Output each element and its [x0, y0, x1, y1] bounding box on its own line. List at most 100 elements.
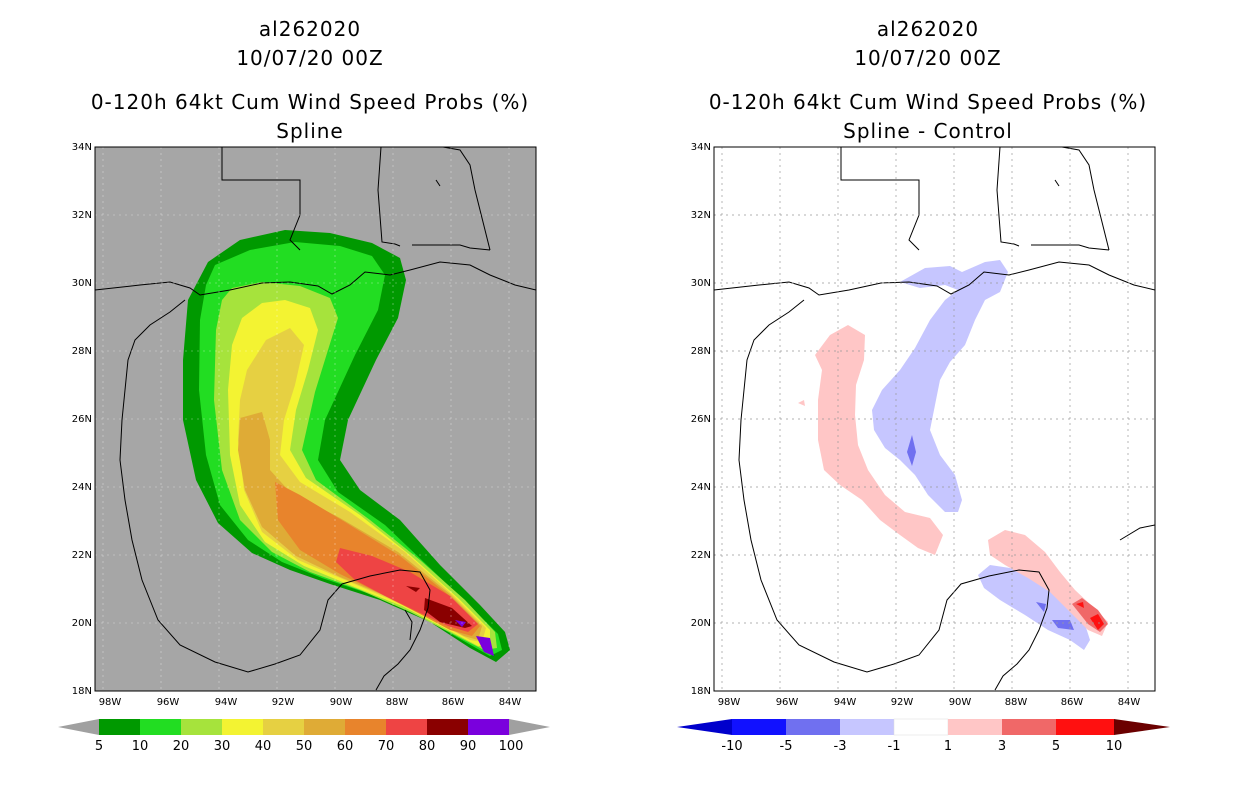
left-product-title: 0-120h 64kt Cum Wind Speed Probs (%)	[90, 90, 530, 114]
right-lon-label: 92W	[891, 697, 914, 708]
right-lat-label: 32N	[691, 210, 711, 221]
left-colorbar-high-arrow	[509, 719, 550, 735]
left-colorbar-swatch	[304, 719, 345, 735]
right-lat-label: 34N	[691, 142, 711, 153]
prob-band-80-patch	[406, 586, 420, 592]
prob-band-90	[476, 636, 494, 656]
left-lon-label: 98W	[99, 697, 122, 708]
left-colorbar-label: 10	[132, 739, 149, 754]
left-lat-label: 30N	[72, 278, 92, 289]
left-storm-id: al262020	[258, 17, 362, 41]
left-lon-label: 90W	[330, 697, 353, 708]
right-lat-label: 18N	[691, 686, 711, 697]
right-colorbar: -10 -5 -3 -1 1 3 5 10	[677, 718, 1170, 754]
diff-neg-north-core	[907, 435, 916, 466]
right-colorbar-low-arrow	[677, 719, 732, 735]
left-lat-label: 20N	[72, 618, 92, 629]
left-colorbar-label: 40	[255, 739, 272, 754]
left-lon-label: 96W	[157, 697, 180, 708]
diff-pos-east-strong	[1090, 614, 1104, 630]
left-lat-label: 28N	[72, 346, 92, 357]
left-colorbar-label: 50	[296, 739, 313, 754]
right-lon-label: 96W	[776, 697, 799, 708]
left-colorbar-label: 90	[460, 739, 477, 754]
right-lat-label: 30N	[691, 278, 711, 289]
left-lon-label: 94W	[215, 697, 238, 708]
right-colorbar-swatch	[786, 719, 840, 735]
diff-neg-south-core-b	[1052, 620, 1074, 630]
left-colorbar-label: 60	[337, 739, 354, 754]
left-lon-label: 86W	[442, 697, 465, 708]
right-colorbar-swatch	[893, 718, 949, 736]
left-colorbar-swatch	[140, 719, 181, 735]
right-datetime: 10/07/20 00Z	[854, 46, 1002, 70]
left-lat-label: 22N	[72, 550, 92, 561]
right-colorbar-label: 3	[998, 739, 1006, 754]
left-colorbar-swatch	[427, 719, 468, 735]
left-colorbar: 5 10 20 30 40 50 60 70 80 90 100	[58, 719, 550, 754]
right-colorbar-label: -1	[888, 739, 901, 754]
diff-neg-south	[978, 565, 1090, 650]
right-lon-label: 88W	[1005, 697, 1028, 708]
left-colorbar-label: 100	[499, 739, 524, 754]
left-colorbar-swatch	[263, 719, 304, 735]
right-lon-label: 86W	[1061, 697, 1084, 708]
right-colorbar-swatch	[732, 719, 786, 735]
left-lat-label: 32N	[72, 210, 92, 221]
diff-pos-west-dot	[798, 400, 805, 406]
left-map: 18N 20N 22N 24N 26N 28N 30N 32N 34N 98W …	[72, 142, 537, 708]
left-datetime: 10/07/20 00Z	[236, 46, 384, 70]
right-lon-label: 90W	[949, 697, 972, 708]
left-colorbar-label: 5	[95, 739, 103, 754]
right-map-frame	[713, 146, 1156, 692]
left-colorbar-label: 20	[173, 739, 190, 754]
diff-neg-north	[872, 260, 1008, 512]
left-lat-label: 24N	[72, 482, 92, 493]
right-colorbar-swatch	[1002, 719, 1056, 735]
left-lon-label: 84W	[499, 697, 522, 708]
diff-pos-west	[815, 325, 943, 555]
right-lat-label: 26N	[691, 414, 711, 425]
right-colorbar-label: -3	[834, 739, 847, 754]
right-lat-label: 28N	[691, 346, 711, 357]
right-colorbar-label: 5	[1052, 739, 1060, 754]
right-colorbar-label: -10	[721, 739, 742, 754]
right-lat-label: 20N	[691, 618, 711, 629]
left-lat-label: 34N	[72, 142, 92, 153]
right-gridlines	[714, 147, 1155, 691]
right-colorbar-swatch	[840, 719, 894, 735]
left-lat-labels: 18N 20N 22N 24N 26N 28N 30N 32N 34N	[72, 142, 92, 697]
right-colorbar-label: 10	[1106, 739, 1123, 754]
right-colorbar-high-arrow	[1114, 719, 1170, 735]
left-lon-labels: 98W 96W 94W 92W 90W 88W 86W 84W	[99, 697, 522, 708]
left-colorbar-swatch	[181, 719, 222, 735]
left-lon-label: 88W	[386, 697, 409, 708]
left-gridlines	[95, 147, 536, 691]
right-colorbar-label: 1	[944, 739, 952, 754]
left-colorbar-label: 30	[214, 739, 231, 754]
left-coastline	[95, 147, 536, 691]
diff-neg-south-core-a	[1036, 602, 1046, 612]
right-colorbar-swatch	[948, 719, 1002, 735]
left-subtitle: Spline	[276, 119, 344, 143]
right-lon-label: 94W	[834, 697, 857, 708]
right-lon-label: 98W	[718, 697, 741, 708]
right-storm-id: al262020	[876, 17, 980, 41]
right-subtitle: Spline - Control	[843, 119, 1013, 143]
left-colorbar-label: 70	[378, 739, 395, 754]
left-map-frame	[94, 146, 537, 692]
right-lon-labels: 98W 96W 94W 92W 90W 88W 86W 84W	[718, 697, 1141, 708]
left-colorbar-swatch	[468, 719, 509, 735]
right-map: 18N 20N 22N 24N 26N 28N 30N 32N 34N 98W …	[691, 142, 1156, 708]
prob-band-90-patch	[455, 620, 466, 627]
right-coastline	[714, 147, 1155, 691]
right-lat-label: 22N	[691, 550, 711, 561]
left-colorbar-swatch	[99, 719, 140, 735]
left-colorbar-label: 80	[419, 739, 436, 754]
left-colorbar-low-arrow	[58, 719, 99, 735]
right-lat-labels: 18N 20N 22N 24N 26N 28N 30N 32N 34N	[691, 142, 711, 697]
right-title-block: al262020 10/07/20 00Z 0-120h 64kt Cum Wi…	[658, 15, 1198, 146]
right-lon-label: 84W	[1118, 697, 1141, 708]
right-colorbar-swatch	[1056, 719, 1114, 735]
